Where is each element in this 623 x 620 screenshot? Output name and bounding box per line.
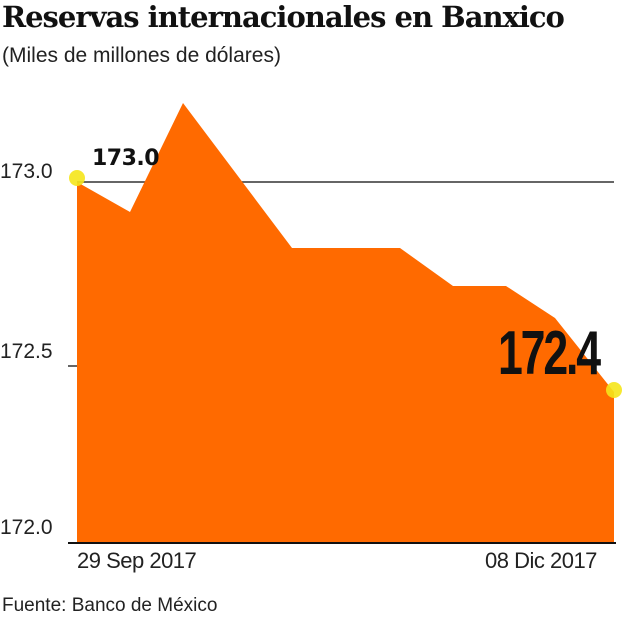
- chart-subtitle: (Miles de millones de dólares): [2, 44, 281, 67]
- reserves-area: [77, 103, 614, 543]
- y-tick-172-0: 172.0: [0, 516, 53, 539]
- end-value-label: 172.4: [498, 319, 601, 388]
- y-tick-173-0: 173.0: [0, 160, 53, 183]
- x-label-end: 08 Dic 2017: [485, 548, 597, 573]
- y-tick-172-5: 172.5: [0, 340, 53, 363]
- start-value-label: 173.0: [92, 146, 160, 171]
- start-point-dot: [69, 170, 85, 186]
- end-point-dot: [606, 382, 622, 398]
- x-label-start: 29 Sep 2017: [77, 548, 197, 573]
- chart-title: Reservas internacionales en Banxico: [2, 0, 565, 34]
- source-note: Fuente: Banco de México: [2, 595, 218, 616]
